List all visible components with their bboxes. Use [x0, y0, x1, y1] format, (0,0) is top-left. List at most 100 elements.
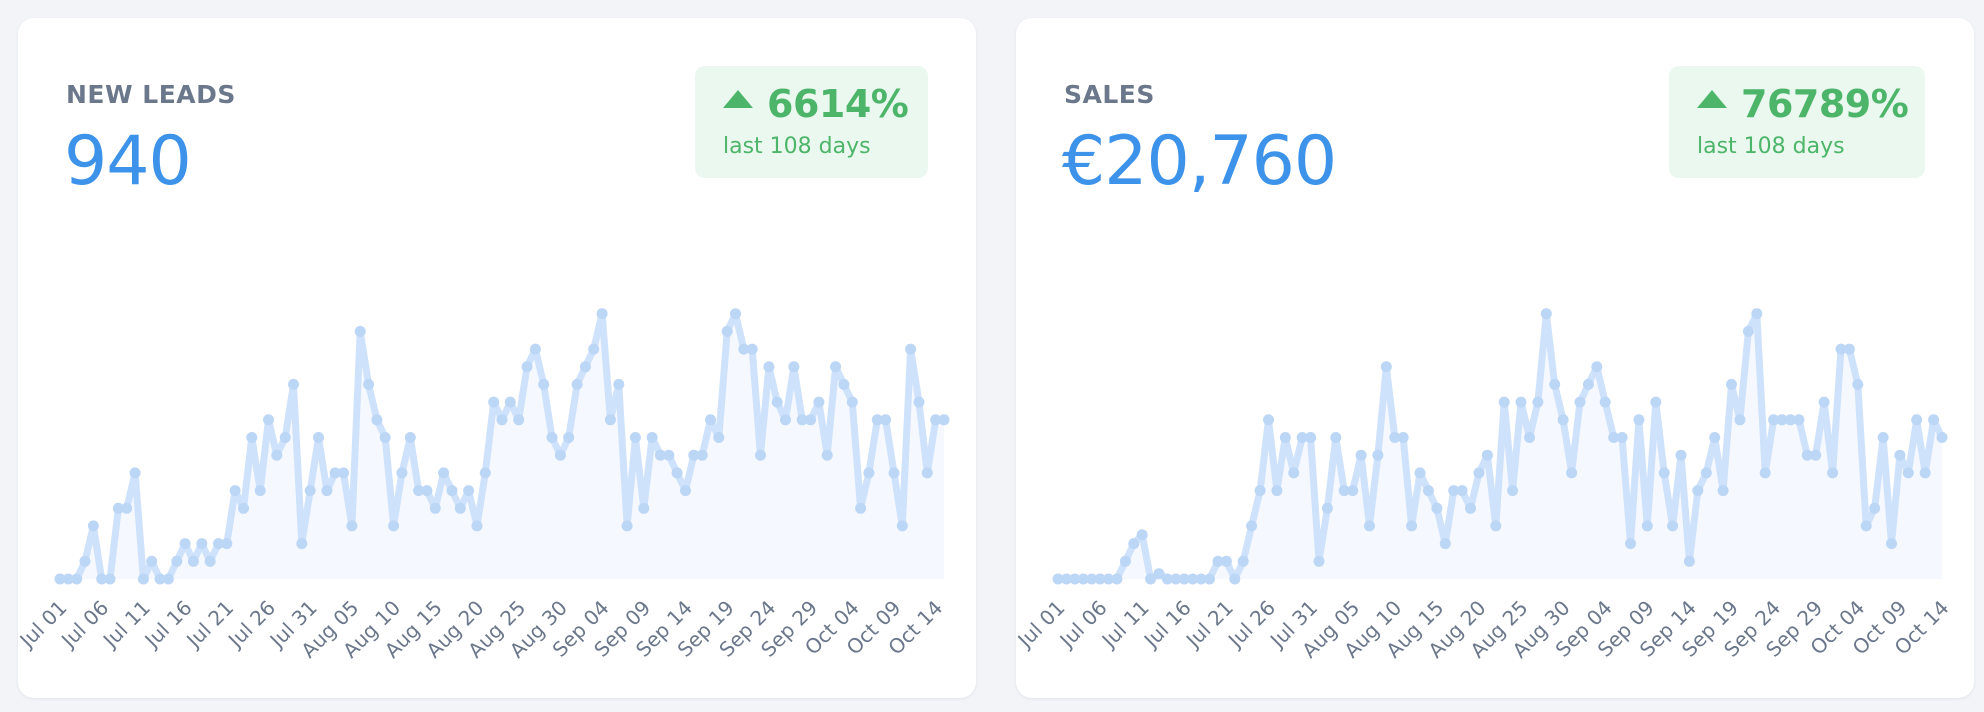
data-point [479, 467, 491, 479]
data-point [1675, 449, 1687, 461]
data-point [1776, 414, 1788, 426]
data-point [663, 449, 675, 461]
data-point [805, 414, 817, 426]
data-point [655, 449, 666, 461]
change-percent: 76789% [1741, 82, 1909, 126]
data-point [496, 414, 508, 426]
data-point [429, 502, 441, 514]
data-point [1086, 573, 1098, 585]
data-point [588, 343, 600, 355]
data-point [413, 485, 425, 497]
data-point [338, 467, 349, 479]
data-point [112, 502, 124, 514]
data-point [288, 378, 299, 390]
data-point [279, 432, 291, 443]
data-point [129, 467, 141, 479]
data-point [571, 378, 583, 390]
data-point [87, 520, 99, 532]
data-point [1683, 555, 1695, 567]
data-point [813, 396, 825, 408]
data-point [421, 485, 433, 497]
arrow-up-icon [723, 90, 753, 108]
data-point [1456, 485, 1468, 497]
data-point [1397, 432, 1409, 443]
data-point [1532, 396, 1544, 408]
data-point [104, 573, 116, 585]
data-point [1321, 502, 1333, 514]
data-point [696, 449, 708, 461]
data-point [1658, 467, 1670, 479]
change-percent: 6614% [767, 82, 909, 126]
data-point [379, 432, 391, 443]
data-point [1827, 467, 1839, 479]
x-tick-label: Jul 06 [55, 596, 113, 654]
data-point [705, 414, 716, 426]
data-point [1498, 396, 1510, 408]
data-point [246, 432, 258, 443]
data-point [1801, 449, 1813, 461]
data-point [488, 396, 500, 408]
data-point [313, 432, 324, 443]
x-tick-label: Jul 21 [1180, 596, 1238, 654]
data-point [871, 414, 883, 426]
data-point [1347, 485, 1359, 497]
data-point [1869, 502, 1881, 514]
data-point [579, 361, 591, 373]
data-point [546, 432, 558, 443]
card-value: 940 [64, 122, 192, 201]
data-point [1886, 538, 1897, 550]
data-point [1936, 432, 1948, 443]
data-point [1136, 529, 1148, 541]
data-point [1094, 573, 1106, 585]
data-point [304, 485, 316, 497]
data-point [1860, 520, 1872, 532]
x-tick-label: Jul 16 [139, 596, 197, 654]
data-point [296, 538, 308, 550]
data-point [538, 378, 550, 390]
data-point [1330, 432, 1342, 443]
data-point [905, 343, 917, 355]
data-point [213, 538, 224, 550]
data-point [371, 414, 383, 426]
data-point [1524, 432, 1535, 443]
data-point [204, 555, 216, 567]
change-period: last 108 days [1697, 134, 1845, 159]
data-point [938, 414, 950, 426]
data-point [796, 414, 808, 426]
data-point [513, 414, 525, 426]
data-point [780, 414, 791, 426]
data-point [1810, 449, 1822, 461]
change-badge: 6614% last 108 days [695, 66, 928, 178]
data-point [1751, 308, 1763, 320]
data-point [229, 485, 241, 497]
data-point [1835, 343, 1847, 355]
data-point [1212, 555, 1224, 567]
data-point [1372, 449, 1384, 461]
data-point [454, 502, 466, 514]
data-point [1768, 414, 1780, 426]
data-point [1288, 467, 1300, 479]
data-point [1431, 502, 1443, 514]
data-point [821, 449, 833, 461]
data-point [238, 502, 249, 514]
data-point [688, 449, 700, 461]
data-point [1439, 538, 1451, 550]
data-point [755, 449, 766, 461]
data-point [1902, 467, 1914, 479]
data-point [1726, 378, 1737, 390]
data-point [1380, 361, 1392, 373]
data-point [629, 432, 641, 443]
data-point [1069, 573, 1081, 585]
change-period: last 108 days [723, 134, 871, 159]
data-point [1246, 520, 1258, 532]
data-point [1271, 485, 1283, 497]
data-point [1852, 378, 1864, 390]
data-point [713, 432, 725, 443]
data-point [638, 502, 650, 514]
data-point [830, 361, 842, 373]
data-point [1187, 573, 1199, 585]
data-point [646, 432, 658, 443]
data-point [271, 449, 283, 461]
data-point [1355, 449, 1367, 461]
